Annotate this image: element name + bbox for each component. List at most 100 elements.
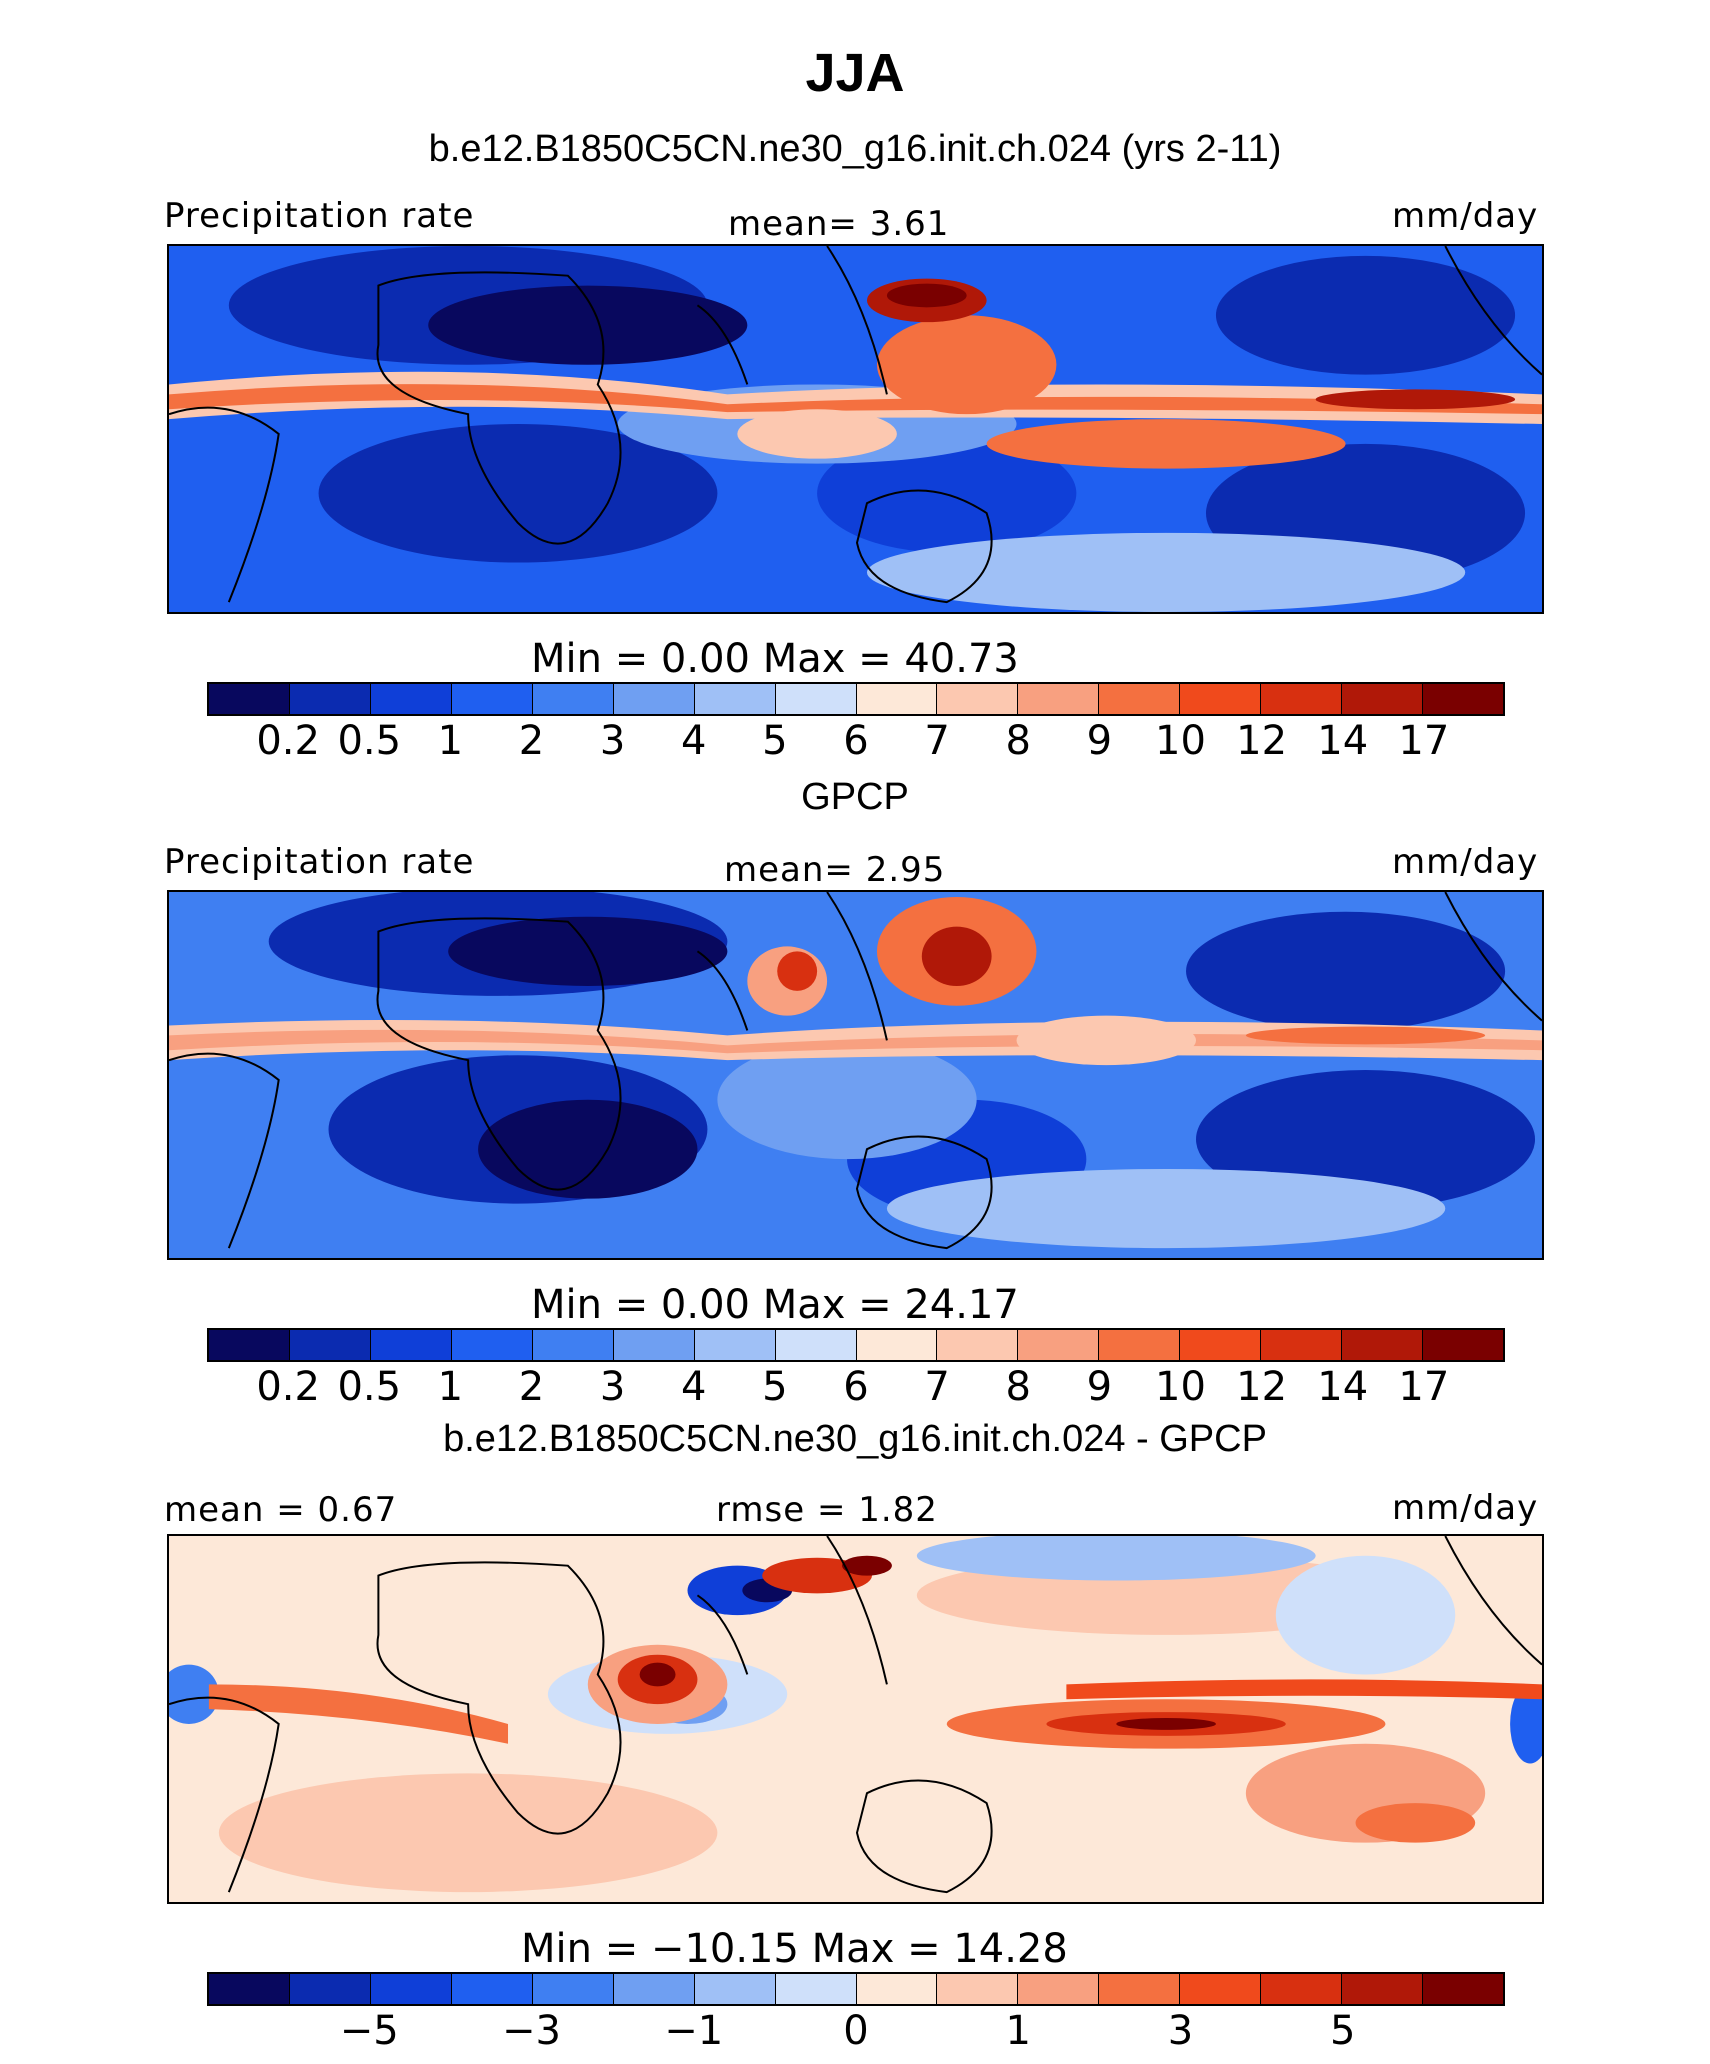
panel2-variable-label: Precipitation rate (164, 842, 475, 882)
colorbar-swatch (613, 1974, 695, 2004)
colorbar-tick-label: 1 (437, 1364, 464, 1410)
panel1-colorbar-ticks: 0.2 0.5 1 2 3 4 5 6 7 8 9 10 12 14 17 (207, 718, 1505, 764)
colorbar-swatch (775, 684, 857, 714)
colorbar-swatch (1261, 1330, 1343, 1360)
panel3-map (167, 1534, 1544, 1904)
colorbar-tick-label: −5 (339, 2008, 399, 2054)
colorbar-swatch (532, 1330, 614, 1360)
colorbar-tick-label: 7 (924, 718, 950, 764)
panel3-rmse-label: rmse = 1.82 (716, 1490, 938, 1530)
panel2-colorbar-ticks: 0.2 0.5 1 2 3 4 5 6 7 8 9 10 12 14 17 (207, 1364, 1505, 1410)
panel2-colorbar (207, 1328, 1505, 1362)
colorbar-swatch (209, 1330, 290, 1360)
panel3-subtitle: b.e12.B1850C5CN.ne30_g16.init.ch.024 - G… (443, 1418, 1267, 1460)
colorbar-swatch (289, 684, 371, 714)
colorbar-tick-label: −1 (664, 2008, 724, 2054)
panel2-minmax: Min = 0.00 Max = 24.17 (531, 1282, 1019, 1328)
colorbar-tick-label: 3 (599, 1364, 626, 1410)
colorbar-swatch (370, 1330, 452, 1360)
panel2-precip-field (169, 892, 1542, 1258)
colorbar-tick-label: 10 (1155, 718, 1206, 764)
colorbar-tick-label: 6 (843, 718, 869, 764)
colorbar-swatch (1342, 1974, 1424, 2004)
colorbar-swatch (1099, 684, 1181, 714)
colorbar-tick-label: 1 (1005, 2008, 1031, 2054)
colorbar-tick-label: 0.2 (256, 718, 320, 764)
colorbar-swatch (451, 1330, 533, 1360)
panel1-mean-label: mean= 3.61 (728, 204, 950, 244)
colorbar-swatch (1018, 684, 1100, 714)
colorbar-swatch (532, 684, 614, 714)
colorbar-tick-label: 17 (1398, 718, 1450, 764)
colorbar-swatch (209, 684, 290, 714)
colorbar-swatch (1423, 684, 1503, 714)
colorbar-swatch (856, 1330, 938, 1360)
panel2-map (167, 890, 1544, 1260)
colorbar-tick-label: 6 (843, 1364, 869, 1410)
figure-title: JJA (805, 43, 905, 103)
colorbar-tick-label: 9 (1086, 718, 1113, 764)
colorbar-tick-label: 1 (437, 718, 464, 764)
colorbar-tick-label: 5 (1330, 2008, 1356, 2054)
colorbar-swatch (1099, 1974, 1181, 2004)
colorbar-swatch (775, 1330, 857, 1360)
colorbar-swatch (856, 684, 938, 714)
colorbar-swatch (289, 1330, 371, 1360)
colorbar-swatch (856, 1974, 938, 2004)
colorbar-swatch (1342, 1330, 1424, 1360)
colorbar-swatch (1180, 1330, 1262, 1360)
colorbar-tick-label: 2 (518, 718, 545, 764)
panel3-mean-label: mean = 0.67 (164, 1490, 398, 1530)
colorbar-tick-label: 0.5 (337, 1364, 402, 1410)
colorbar-swatch (937, 1974, 1019, 2004)
colorbar-tick-label: 4 (681, 1364, 707, 1410)
panel3-difference-field (169, 1536, 1542, 1902)
colorbar-swatch (937, 1330, 1019, 1360)
colorbar-tick-label: 2 (518, 1364, 545, 1410)
colorbar-swatch (289, 1974, 371, 2004)
colorbar-swatch (1180, 684, 1262, 714)
colorbar-tick-label: 14 (1317, 718, 1369, 764)
colorbar-tick-label: 12 (1236, 718, 1288, 764)
colorbar-swatch (451, 1974, 533, 2004)
colorbar-tick-label: 3 (1167, 2008, 1194, 2054)
colorbar-swatch (1423, 1330, 1503, 1360)
panel2-mean-label: mean= 2.95 (724, 850, 946, 890)
colorbar-swatch (937, 684, 1019, 714)
colorbar-swatch (451, 684, 533, 714)
colorbar-swatch (370, 684, 452, 714)
colorbar-swatch (775, 1974, 857, 2004)
colorbar-tick-label: 9 (1086, 1364, 1113, 1410)
panel1-precip-field (169, 246, 1542, 612)
colorbar-swatch (532, 1974, 614, 2004)
colorbar-tick-label: 5 (762, 1364, 788, 1410)
panel1-minmax: Min = 0.00 Max = 40.73 (531, 636, 1019, 682)
panel2-units-label: mm/day (1392, 842, 1539, 882)
colorbar-swatch (1423, 1974, 1503, 2004)
colorbar-tick-label: 0.5 (337, 718, 402, 764)
colorbar-swatch (694, 1974, 776, 2004)
panel1-colorbar (207, 682, 1505, 716)
colorbar-tick-label: 17 (1398, 1364, 1450, 1410)
colorbar-swatch (1099, 1330, 1181, 1360)
panel3-units-label: mm/day (1392, 1488, 1539, 1528)
colorbar-swatch (1261, 684, 1343, 714)
panel1-map (167, 244, 1544, 614)
colorbar-tick-label: 14 (1317, 1364, 1369, 1410)
colorbar-tick-label: 10 (1155, 1364, 1206, 1410)
panel3-minmax: Min = −10.15 Max = 14.28 (521, 1926, 1068, 1972)
colorbar-swatch (613, 1330, 695, 1360)
colorbar-swatch (1018, 1974, 1100, 2004)
panel3-colorbar-ticks: −5 −3 −1 0 1 3 5 (207, 2008, 1505, 2054)
colorbar-swatch (694, 1330, 776, 1360)
panel1-variable-label: Precipitation rate (164, 196, 475, 236)
panel1-units-label: mm/day (1392, 196, 1539, 236)
colorbar-swatch (1342, 684, 1424, 714)
colorbar-tick-label: 4 (681, 718, 707, 764)
colorbar-swatch (370, 1974, 452, 2004)
colorbar-tick-label: 5 (762, 718, 788, 764)
colorbar-tick-label: 7 (924, 1364, 950, 1410)
colorbar-tick-label: 0 (843, 2008, 869, 2054)
panel1-subtitle: b.e12.B1850C5CN.ne30_g16.init.ch.024 (yr… (428, 128, 1282, 170)
colorbar-tick-label: 12 (1236, 1364, 1288, 1410)
